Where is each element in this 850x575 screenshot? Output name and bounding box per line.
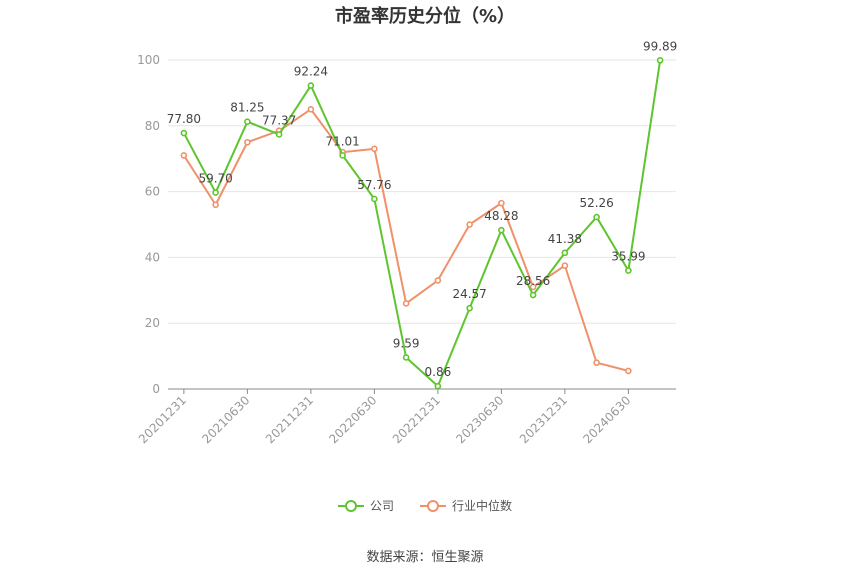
data-label-company: 81.25 (230, 101, 264, 115)
y-tick-label: 40 (145, 250, 160, 264)
point-industry (434, 277, 442, 284)
legend-item-industry[interactable]: 行业中位数 (420, 497, 512, 514)
point-company (593, 213, 600, 221)
x-tick-label: 20211231 (263, 393, 316, 446)
legend: 公司 行业中位数 (0, 497, 850, 514)
data-label-company: 59.70 (198, 172, 232, 186)
point-industry (244, 138, 251, 146)
chart-title: 市盈率历史分位（%） (334, 6, 516, 27)
point-company (625, 267, 632, 274)
x-tick-label: 20221231 (390, 393, 443, 446)
x-tick-label: 20210630 (199, 393, 252, 446)
data-label-company: 77.80 (167, 112, 201, 126)
data-label-company: 99.89 (643, 39, 677, 53)
point-industry (371, 145, 378, 153)
point-industry (466, 221, 473, 228)
data-label-company: 9.59 (393, 336, 420, 350)
x-tick-label: 20240630 (580, 393, 633, 446)
x-tick-label: 20230630 (453, 393, 506, 446)
point-company (339, 152, 346, 159)
data-label-company: 77.37 (262, 113, 296, 127)
point-industry (402, 300, 410, 307)
legend-company-marker-icon (337, 499, 364, 513)
point-industry (307, 106, 315, 113)
data-label-company: 52.26 (579, 196, 613, 210)
x-tick-label: 20231231 (517, 393, 570, 446)
x-tick-label: 20201231 (136, 393, 189, 446)
data-label-company: 28.56 (516, 274, 550, 288)
data-label-company: 41.38 (548, 232, 582, 246)
data-label-company: 92.24 (294, 65, 328, 79)
point-industry (212, 201, 219, 209)
point-company (498, 226, 505, 234)
y-tick-label: 0 (152, 382, 160, 396)
point-company (529, 291, 537, 299)
point-company (434, 382, 442, 390)
data-label-company: 57.76 (357, 178, 391, 192)
y-tick-label: 20 (145, 316, 160, 330)
legend-item-company[interactable]: 公司 (337, 497, 394, 514)
point-company (561, 249, 569, 257)
y-tick-label: 100 (137, 53, 160, 67)
x-tick-label: 20220630 (326, 393, 379, 446)
point-industry (625, 367, 632, 375)
series (180, 57, 664, 390)
y-tick-label: 80 (145, 119, 160, 133)
data-label-company: 48.28 (484, 209, 518, 223)
point-industry (180, 152, 188, 159)
legend-industry-label: 行业中位数 (452, 499, 513, 513)
series-line-company (182, 60, 662, 388)
legend-company-label: 公司 (369, 499, 394, 513)
data-label-company: 0.86 (425, 365, 452, 379)
point-company (212, 189, 219, 196)
point-company (656, 57, 664, 64)
point-company (244, 118, 251, 125)
data-label-company: 35.99 (611, 250, 645, 264)
y-tick-label: 60 (145, 185, 160, 199)
point-company (180, 129, 188, 137)
point-company (371, 195, 378, 203)
point-company (402, 354, 410, 361)
data-label-company: 24.57 (452, 287, 486, 301)
data-source: 数据来源：恒生聚源 (366, 550, 484, 565)
point-industry (593, 359, 600, 366)
data-label-company: 71.01 (325, 134, 359, 148)
point-company (275, 131, 283, 138)
point-company (307, 82, 315, 89)
point-company (466, 304, 473, 312)
gridlines (168, 59, 676, 324)
point-industry (498, 199, 505, 207)
legend-industry-marker-icon (420, 499, 446, 513)
point-industry (529, 283, 537, 291)
point-industry (561, 262, 569, 269)
